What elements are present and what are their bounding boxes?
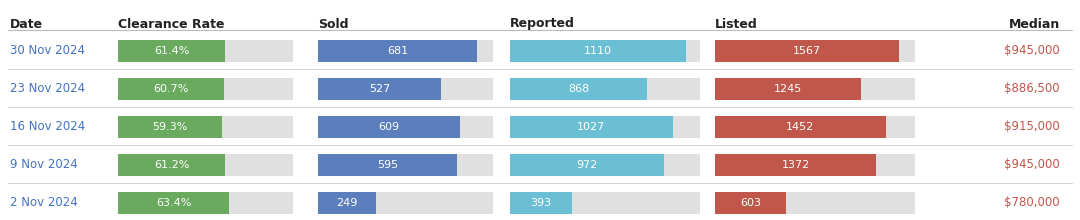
Text: $945,000: $945,000 bbox=[1004, 44, 1059, 57]
Text: 1245: 1245 bbox=[774, 84, 802, 94]
Bar bbox=[318, 192, 376, 214]
Text: 1027: 1027 bbox=[577, 122, 606, 132]
Text: 16 Nov 2024: 16 Nov 2024 bbox=[10, 121, 85, 134]
Text: $915,000: $915,000 bbox=[1004, 121, 1059, 134]
Text: $886,500: $886,500 bbox=[1004, 82, 1059, 95]
Bar bbox=[715, 154, 915, 176]
Text: $945,000: $945,000 bbox=[1004, 158, 1059, 172]
Bar bbox=[715, 78, 862, 100]
Bar bbox=[118, 116, 293, 138]
Bar bbox=[118, 116, 221, 138]
Text: 61.2%: 61.2% bbox=[153, 160, 189, 170]
Bar bbox=[510, 40, 700, 62]
Bar bbox=[510, 154, 700, 176]
Bar bbox=[510, 192, 700, 214]
Bar bbox=[715, 116, 915, 138]
Text: Median: Median bbox=[1009, 18, 1059, 31]
Bar bbox=[118, 40, 226, 62]
Text: 609: 609 bbox=[378, 122, 400, 132]
Text: 1110: 1110 bbox=[584, 46, 612, 56]
Bar bbox=[510, 40, 686, 62]
Bar bbox=[318, 78, 441, 100]
Bar bbox=[510, 116, 673, 138]
Text: 603: 603 bbox=[740, 198, 761, 208]
Bar bbox=[318, 116, 492, 138]
Text: 595: 595 bbox=[377, 160, 397, 170]
Text: 1452: 1452 bbox=[786, 122, 814, 132]
Bar bbox=[118, 154, 225, 176]
Bar bbox=[715, 40, 900, 62]
Text: 527: 527 bbox=[369, 84, 390, 94]
Text: 9 Nov 2024: 9 Nov 2024 bbox=[10, 158, 78, 172]
Text: 681: 681 bbox=[387, 46, 408, 56]
Bar bbox=[510, 154, 664, 176]
Bar bbox=[118, 78, 225, 100]
Bar bbox=[318, 116, 460, 138]
Text: 23 Nov 2024: 23 Nov 2024 bbox=[10, 82, 85, 95]
Bar bbox=[118, 192, 293, 214]
Bar bbox=[715, 192, 786, 214]
Text: 63.4%: 63.4% bbox=[156, 198, 191, 208]
Text: 393: 393 bbox=[530, 198, 552, 208]
Text: 60.7%: 60.7% bbox=[153, 84, 189, 94]
Text: Listed: Listed bbox=[715, 18, 758, 31]
Bar bbox=[715, 40, 915, 62]
Bar bbox=[715, 78, 915, 100]
Bar bbox=[118, 192, 229, 214]
Text: Clearance Rate: Clearance Rate bbox=[118, 18, 225, 31]
Bar bbox=[318, 40, 492, 62]
Bar bbox=[318, 192, 492, 214]
Bar bbox=[715, 192, 915, 214]
Bar bbox=[318, 154, 492, 176]
Bar bbox=[318, 154, 457, 176]
Text: Sold: Sold bbox=[318, 18, 349, 31]
Text: 249: 249 bbox=[336, 198, 357, 208]
Bar bbox=[118, 40, 293, 62]
Bar bbox=[510, 192, 572, 214]
Text: $780,000: $780,000 bbox=[1004, 196, 1059, 209]
Text: 59.3%: 59.3% bbox=[152, 122, 188, 132]
Text: 1567: 1567 bbox=[793, 46, 821, 56]
Bar bbox=[715, 154, 876, 176]
Bar bbox=[715, 116, 886, 138]
Bar bbox=[510, 78, 647, 100]
Text: 1372: 1372 bbox=[782, 160, 810, 170]
Bar bbox=[318, 78, 492, 100]
Bar bbox=[118, 154, 293, 176]
Text: 868: 868 bbox=[568, 84, 590, 94]
Bar bbox=[118, 78, 293, 100]
Bar bbox=[318, 40, 477, 62]
Text: 2 Nov 2024: 2 Nov 2024 bbox=[10, 196, 78, 209]
Bar bbox=[510, 116, 700, 138]
Text: 30 Nov 2024: 30 Nov 2024 bbox=[10, 44, 85, 57]
Text: Date: Date bbox=[10, 18, 43, 31]
Text: Reported: Reported bbox=[510, 18, 575, 31]
Text: 972: 972 bbox=[577, 160, 597, 170]
Bar bbox=[510, 78, 700, 100]
Text: 61.4%: 61.4% bbox=[154, 46, 189, 56]
